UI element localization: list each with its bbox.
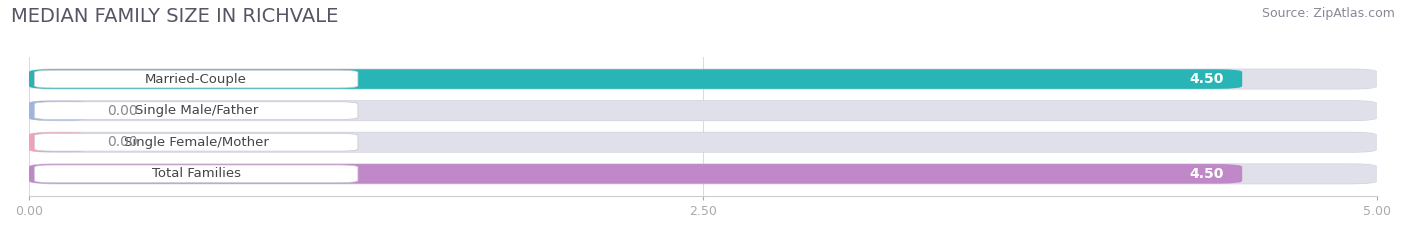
FancyBboxPatch shape [30,164,1241,184]
FancyBboxPatch shape [30,132,89,152]
FancyBboxPatch shape [34,70,359,88]
Text: Single Female/Mother: Single Female/Mother [124,136,269,149]
FancyBboxPatch shape [30,132,1376,152]
FancyBboxPatch shape [30,132,1376,153]
FancyBboxPatch shape [30,69,1241,89]
FancyBboxPatch shape [30,100,1376,121]
FancyBboxPatch shape [30,164,1376,184]
FancyBboxPatch shape [30,69,1376,89]
FancyBboxPatch shape [30,101,1376,120]
Text: Married-Couple: Married-Couple [145,72,247,86]
FancyBboxPatch shape [34,165,359,183]
Text: Single Male/Father: Single Male/Father [135,104,257,117]
FancyBboxPatch shape [34,102,359,120]
Text: Source: ZipAtlas.com: Source: ZipAtlas.com [1261,7,1395,20]
Text: 0.00: 0.00 [107,135,138,149]
FancyBboxPatch shape [30,101,89,120]
Text: Total Families: Total Families [152,167,240,180]
FancyBboxPatch shape [34,134,359,151]
Text: 4.50: 4.50 [1189,72,1223,86]
FancyBboxPatch shape [30,69,1376,89]
Text: 0.00: 0.00 [107,104,138,118]
Text: MEDIAN FAMILY SIZE IN RICHVALE: MEDIAN FAMILY SIZE IN RICHVALE [11,7,339,26]
FancyBboxPatch shape [30,163,1376,184]
Text: 4.50: 4.50 [1189,167,1223,181]
